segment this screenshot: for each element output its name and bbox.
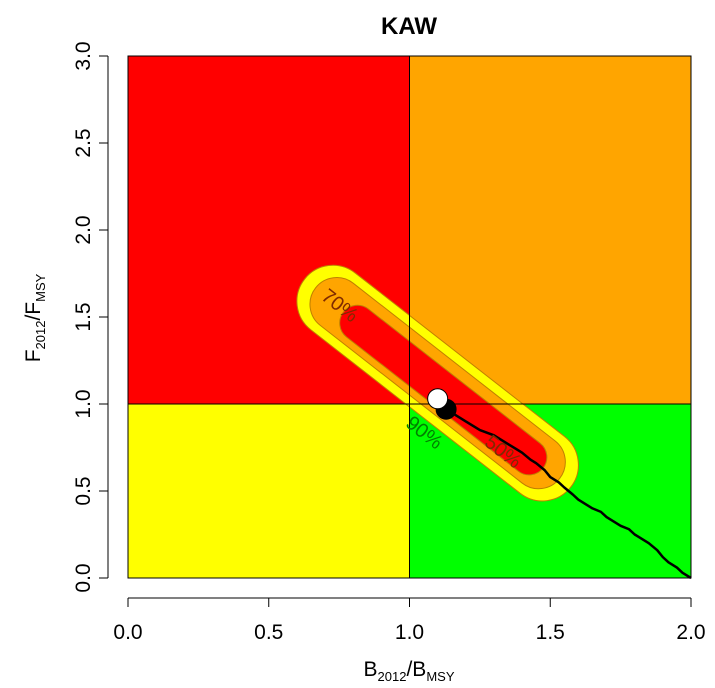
y-axis-title: F2012/FMSY (22, 273, 48, 362)
x-tick-label: 0.5 (254, 621, 283, 644)
reference-lines (128, 56, 691, 578)
y-tick-label: 2.5 (72, 128, 95, 157)
quadrant-overfishing-only (409, 56, 691, 404)
y-tick-label: 0.5 (72, 476, 95, 505)
y-tick-label: 2.0 (72, 215, 95, 244)
x-axis: 0.0 0.5 1.0 1.5 2.0 (113, 597, 706, 644)
y-tick-label: 1.0 (72, 389, 95, 418)
trajectory-layer (442, 406, 692, 580)
x-axis-title: B2012/BMSY (364, 658, 455, 684)
x-tick-label: 1.0 (395, 621, 424, 644)
y-tick-label: 1.5 (72, 302, 95, 331)
points-layer (427, 388, 457, 420)
y-axis: 0.0 0.5 1.0 1.5 2.0 2.5 3.0 (72, 41, 109, 593)
y-tick-label: 3.0 (72, 41, 95, 70)
x-tick-label: 0.0 (113, 621, 142, 644)
x-tick-label: 2.0 (676, 621, 705, 644)
trajectory-line (442, 406, 692, 580)
chart-title: KAW (381, 13, 437, 40)
x-tick-label: 1.5 (536, 621, 565, 644)
quadrant-overfished-only (128, 404, 410, 578)
y-tick-label: 0.0 (72, 563, 95, 592)
plot-frame (127, 55, 692, 579)
current-status-white-point (427, 388, 449, 410)
